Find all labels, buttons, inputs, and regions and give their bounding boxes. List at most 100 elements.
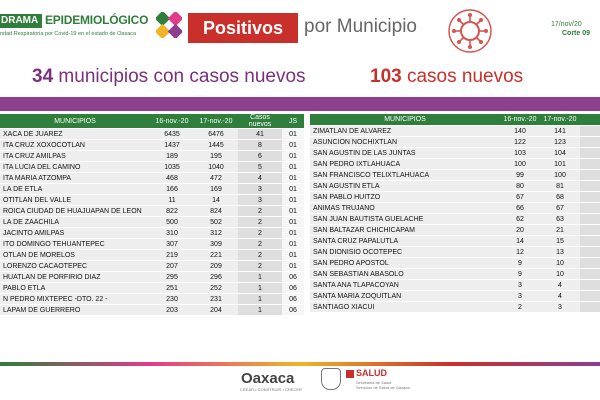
col-casos-nuevos: Casos nuevos (238, 114, 282, 128)
municipio-name: SAN JUAN BAUTISTA GUELACHE (310, 214, 500, 224)
cases-16-nov: 251 (150, 283, 194, 293)
cases-16-nov: 122 (500, 137, 540, 147)
table-row: SAN FRANCISCO TELIXTLAHUACA 99 100 (310, 170, 600, 180)
jurisdiccion: 01 (282, 173, 304, 183)
casos-nuevos-cut (580, 159, 600, 169)
table-row: LA DE ETLA 166 169 3 01 (0, 184, 304, 194)
municipio-name: OTLAN DE MORELOS (0, 250, 150, 260)
cases-17-nov: 231 (194, 294, 238, 304)
cases-17-nov: 141 (540, 126, 580, 136)
cases-16-nov: 230 (150, 294, 194, 304)
cases-17-nov: 296 (194, 272, 238, 282)
cases-16-nov: 20 (500, 225, 540, 235)
cases-16-nov: 67 (500, 192, 540, 202)
cases-16-nov: 307 (150, 239, 194, 249)
jurisdiccion: 01 (282, 195, 304, 205)
municipio-name: SANTA CRUZ PAPALUTLA (310, 236, 500, 246)
municipio-name: N PEDRO MIXTEPEC -DTO. 22 - (0, 294, 150, 304)
cases-16-nov: 219 (150, 250, 194, 260)
casos-nuevos: 41 (238, 129, 282, 139)
municipio-name: PABLO ETLA (0, 283, 150, 293)
jurisdiccion: 01 (282, 140, 304, 150)
jurisdiccion: 01 (282, 261, 304, 271)
municipio-name: XACA DE JUAREZ (0, 129, 150, 139)
casos-nuevos-cut (580, 225, 600, 235)
casos-nuevos: 5 (238, 162, 282, 172)
table-row: SAN AGUSTIN ETLA 80 81 (310, 181, 600, 191)
state-seal-icon (321, 368, 341, 390)
municipio-name: SANTA ANA TLAPACOYAN (310, 280, 500, 290)
table-row: LAPAM DE GUERRERO 203 204 1 06 (0, 305, 304, 315)
salud-title: SALUD (356, 368, 387, 378)
brand-box: DRAMA (0, 14, 42, 28)
brand-subtitle: ndad Respiratoria por Covid-19 en el est… (0, 31, 137, 37)
casos-nuevos: 6 (238, 151, 282, 161)
casos-nuevos: 1 (238, 294, 282, 304)
cases-17-nov: 123 (540, 137, 580, 147)
positivos-banner: Positivos (188, 13, 298, 43)
cases-16-nov: 12 (500, 247, 540, 257)
table-row: LA DE ZAACHILA 500 502 2 01 (0, 217, 304, 227)
table-row: ROICA CIUDAD DE HUAJUAPAN DE LEON 822 824 2… (0, 206, 304, 216)
casos-nuevos-cut (580, 181, 600, 191)
cases-17-nov: 221 (194, 250, 238, 260)
cases-17-nov: 195 (194, 151, 238, 161)
cases-17-nov: 101 (540, 159, 580, 169)
municipio-name: SAN PEDRO IXTLAHUACA (310, 159, 500, 169)
cases-16-nov: 14 (500, 236, 540, 246)
table-row: N PEDRO MIXTEPEC -DTO. 22 -230 231 1 06 (0, 294, 304, 304)
coronavirus-icon (448, 9, 492, 53)
casos-nuevos-cut (580, 137, 600, 147)
table-row: JACINTO AMILPAS 310 312 2 01 (0, 228, 304, 238)
casos-nuevos-cut (580, 203, 600, 213)
table-row: SAN JUAN BAUTISTA GUELACHE 62 63 (310, 214, 600, 224)
brand-title: EPIDEMIOLÓGICO (45, 13, 149, 27)
col-casos-nuevos-cut (580, 114, 600, 125)
casos-nuevos-cut (580, 126, 600, 136)
municipios-table-right: MUNICIPIOS 16-nov.-20 17-nov.-20 ZIMATLA… (310, 113, 600, 313)
table-row: ITO DOMINGO TEHUANTEPEC 307 309 2 01 (0, 239, 304, 249)
casos-nuevos-cut (580, 236, 600, 246)
jurisdiccion: 01 (282, 184, 304, 194)
oaxaca-logo: Oaxaca (241, 370, 295, 387)
cases-16-nov: 3 (500, 291, 540, 301)
cases-16-nov: 80 (500, 181, 540, 191)
cases-17-nov: 209 (194, 261, 238, 271)
casos-count: 103 (370, 66, 402, 87)
cases-16-nov: 103 (500, 148, 540, 158)
municipio-name: SAN PABLO HUITZO (310, 192, 500, 202)
casos-nuevos: 3 (238, 195, 282, 205)
col-municipios: MUNICIPIOS (0, 114, 150, 128)
cases-17-nov: 502 (194, 217, 238, 227)
casos-summary: 103 casos nuevos (370, 66, 523, 88)
table-row: ZIMATLAN DE ALVAREZ 140 141 (310, 126, 600, 136)
table-row: XACA DE JUAREZ 6435 6476 41 01 (0, 129, 304, 139)
cases-17-nov: 21 (540, 225, 580, 235)
cases-17-nov: 3 (540, 302, 580, 312)
table-row: OTITLAN DEL VALLE 11 14 3 01 (0, 195, 304, 205)
jurisdiccion: 01 (282, 239, 304, 249)
casos-nuevos: 8 (238, 140, 282, 150)
municipio-name: SANTA MARIA ZOQUITLAN (310, 291, 500, 301)
table-row: ASUNCION NOCHIXTLAN 122 123 (310, 137, 600, 147)
municipio-name: HUATLAN DE PORFIRIO DIAZ (0, 272, 150, 282)
oaxaca-slogan: CREAR • CONSTRUIR • CRECER (240, 387, 302, 392)
municipios-count: 34 (32, 66, 54, 87)
municipio-name: ASUNCION NOCHIXTLAN (310, 137, 500, 147)
table-row: ITA LUCIA DEL CAMINO 1035 1040 5 01 (0, 162, 304, 172)
casos-nuevos: 2 (238, 261, 282, 271)
casos-nuevos: 2 (238, 228, 282, 238)
cases-17-nov: 169 (194, 184, 238, 194)
municipio-name: ZIMATLAN DE ALVAREZ (310, 126, 500, 136)
table-row: SANTA ANA TLAPACOYAN 3 4 (310, 280, 600, 290)
cases-17-nov: 824 (194, 206, 238, 216)
cases-17-nov: 1445 (194, 140, 238, 150)
table-row: SANTIAGO XIACUI 2 3 (310, 302, 600, 312)
table-row: SAN AGUSTIN DE LAS JUNTAS 103 104 (310, 148, 600, 158)
municipio-name: JACINTO AMILPAS (0, 228, 150, 238)
casos-nuevos: 3 (238, 184, 282, 194)
cases-16-nov: 9 (500, 258, 540, 268)
cases-16-nov: 99 (500, 170, 540, 180)
casos-nuevos-cut (580, 258, 600, 268)
municipio-name: SAN SEBASTIAN ABASOLO (310, 269, 500, 279)
